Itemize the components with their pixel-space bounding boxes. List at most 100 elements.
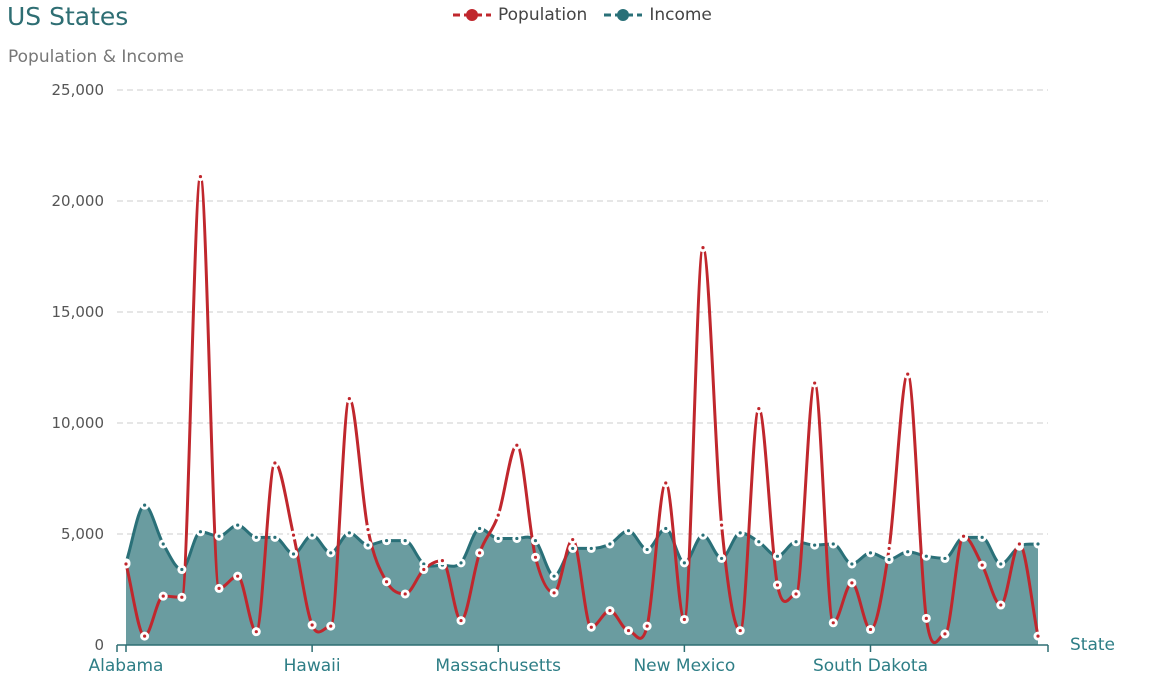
population-point-dot-28: [645, 624, 649, 628]
population-point-dot-44: [943, 632, 947, 636]
population-point-dot-17: [440, 559, 445, 563]
income-point-dot-11: [329, 551, 333, 555]
population-point-dot-39: [850, 581, 854, 585]
population-point-dot-47: [999, 603, 1003, 607]
legend: Population Income: [452, 5, 728, 25]
population-point-dot-0: [124, 562, 128, 566]
x-tick-label-4: South Dakota: [813, 656, 928, 676]
income-point-dot-23: [552, 574, 556, 578]
income-point-dot-7: [254, 535, 258, 539]
population-point-dot-14: [384, 580, 389, 584]
income-point-dot-42: [906, 550, 910, 554]
population-point-dot-34: [757, 406, 761, 411]
population-point-dot-23: [552, 591, 556, 595]
chart-title: US States: [7, 2, 129, 31]
population-point-dot-8: [273, 461, 277, 465]
population-point-dot-13: [366, 527, 370, 532]
legend-label-population: Population: [498, 5, 588, 25]
income-point-dot-8: [273, 535, 277, 539]
population-point-dot-6: [236, 574, 240, 578]
population-point-dot-16: [422, 567, 426, 572]
income-point-dot-26: [608, 542, 612, 546]
population-point-dot-7: [254, 630, 258, 634]
population-point-dot-26: [608, 608, 612, 613]
population-point-dot-5: [217, 586, 221, 590]
y-tick-label-2: 10,000: [52, 414, 105, 432]
income-point-dot-46: [980, 535, 984, 539]
population-point-dot-46: [980, 563, 984, 567]
income-point-dot-32: [719, 556, 724, 561]
income-point-dot-21: [515, 536, 519, 541]
income-point-dot-4: [198, 530, 203, 534]
population-point-dot-27: [626, 628, 631, 633]
income-point-dot-34: [757, 540, 761, 544]
legend-item-population[interactable]: Population: [452, 5, 587, 25]
income-point-dot-19: [478, 526, 482, 531]
income-point-dot-18: [459, 561, 463, 565]
population-point-dot-29: [664, 481, 668, 485]
population-point-dot-1: [143, 634, 147, 638]
population-point-dot-35: [775, 583, 780, 587]
y-tick-label-4: 20,000: [52, 192, 105, 210]
legend-marker-population: [453, 9, 491, 21]
population-point-dot-40: [868, 627, 873, 632]
income-point-dot-38: [831, 542, 835, 546]
income-point-dot-35: [775, 554, 780, 558]
population-point-dot-18: [459, 618, 463, 623]
income-point-dot-25: [589, 546, 593, 551]
chart-subtitle: Population & Income: [8, 47, 184, 67]
population-point-dot-43: [924, 616, 928, 620]
x-tick-label-1: Hawaii: [284, 656, 341, 676]
population-point-dot-15: [403, 592, 407, 596]
population-point-dot-12: [347, 396, 351, 401]
income-point-dot-10: [310, 533, 314, 537]
legend-label-income: Income: [649, 5, 712, 25]
y-tick-label-0: 0: [94, 636, 104, 654]
population-point-dot-33: [738, 628, 742, 633]
income-point-dot-2: [161, 542, 165, 546]
population-point-dot-48: [1017, 542, 1021, 546]
x-tick-label-2: Massachusetts: [435, 656, 561, 676]
population-point-dot-31: [701, 246, 705, 250]
population-point-dot-2: [161, 594, 165, 598]
population-point-dot-20: [496, 513, 500, 517]
y-tick-label-3: 15,000: [52, 303, 105, 321]
income-point-dot-33: [738, 531, 742, 535]
population-point-dot-9: [291, 533, 296, 537]
population-point-dot-3: [180, 595, 184, 599]
population-point-dot-22: [533, 555, 538, 559]
population-point-dot-11: [329, 624, 333, 628]
income-point-dot-16: [422, 562, 426, 566]
y-tick-label-1: 5,000: [61, 525, 104, 543]
population-point-dot-45: [961, 534, 966, 538]
income-point-dot-12: [347, 531, 351, 535]
population-point-dot-30: [682, 617, 686, 622]
income-point-dot-15: [403, 539, 407, 543]
population-point-dot-49: [1036, 634, 1040, 638]
population-point-dot-4: [198, 174, 203, 179]
population-point-dot-21: [515, 443, 519, 447]
population-point-dot-19: [478, 551, 482, 555]
income-point-dot-44: [943, 556, 947, 561]
income-point-dot-30: [682, 561, 686, 565]
population-point-dot-24: [571, 537, 575, 542]
population-point-dot-32: [719, 523, 724, 527]
income-point-dot-13: [366, 543, 370, 547]
income-point-dot-5: [217, 534, 221, 538]
income-point-dot-49: [1036, 542, 1040, 546]
income-point-dot-40: [868, 551, 873, 555]
income-point-dot-28: [645, 547, 649, 552]
population-point-dot-42: [906, 372, 910, 376]
income-point-dot-9: [291, 552, 296, 556]
income-point-dot-24: [571, 546, 575, 551]
income-point-dot-22: [533, 539, 538, 543]
income-point-dot-3: [180, 567, 184, 572]
income-point-dot-39: [850, 562, 854, 566]
population-point-dot-37: [813, 381, 817, 385]
legend-item-income[interactable]: Income: [603, 5, 712, 25]
y-tick-label-5: 25,000: [52, 81, 105, 99]
x-axis-title: State: [1070, 635, 1115, 655]
legend-marker-income: [604, 9, 643, 21]
population-point-dot-41: [887, 546, 891, 551]
